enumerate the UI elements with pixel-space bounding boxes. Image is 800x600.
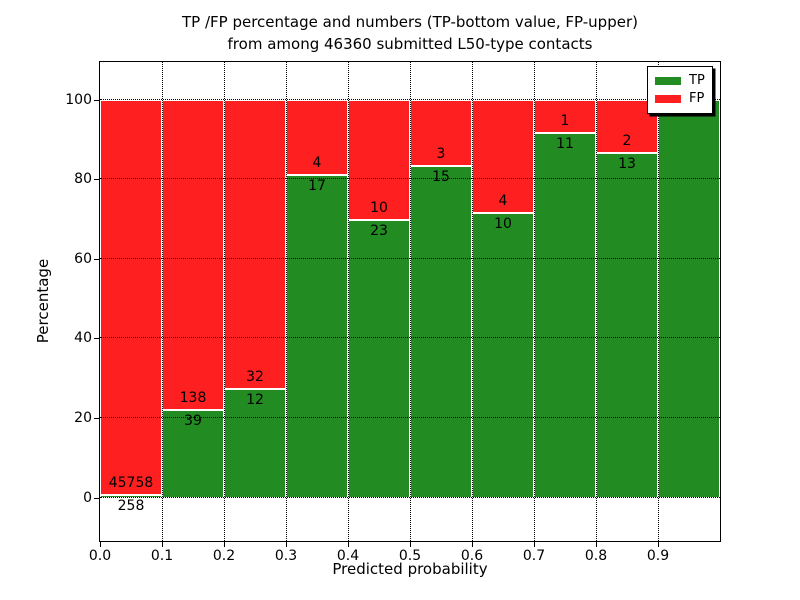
grid-line-vertical (472, 62, 473, 541)
grid-line-vertical (162, 62, 163, 541)
fp-count-label: 1 (560, 112, 570, 129)
fp-bar (162, 99, 224, 410)
fp-legend-label: FP (689, 91, 705, 106)
x-tick-label: 0.1 (150, 548, 174, 564)
x-tick (410, 542, 411, 547)
tp-count-label: 12 (246, 391, 264, 408)
tp-count-label: 10 (494, 216, 512, 233)
fp-count-label: 4 (312, 155, 322, 172)
tp-bar (534, 132, 596, 498)
tp-count-label: 39 (184, 412, 202, 429)
x-tick-label: 0.5 (398, 548, 422, 564)
tp-count-label: 13 (618, 155, 636, 172)
fp-count-label: 138 (179, 389, 207, 406)
tp-bar (224, 388, 286, 498)
tp-legend-swatch (655, 77, 681, 85)
tp-bar (410, 165, 472, 498)
tp-bar (162, 409, 224, 498)
y-tick-label: 100 (65, 91, 92, 108)
legend: TP FP (647, 66, 713, 114)
x-axis-label: Predicted probability (332, 560, 488, 578)
tp-bar (658, 99, 720, 498)
grid-line-vertical (286, 62, 287, 541)
chart-title-line2: from among 46360 submitted L50-type cont… (227, 35, 593, 53)
x-tick (658, 542, 659, 547)
fp-count-label: 4 (498, 193, 508, 210)
grid-line-vertical (534, 62, 535, 541)
plot-area: 45758258138393212417102331541011121310 (99, 61, 721, 542)
grid-line-vertical (596, 62, 597, 541)
fp-count-label: 3 (436, 145, 446, 162)
tp-bar (596, 152, 658, 498)
x-tick (348, 542, 349, 547)
chart-title-line1: TP /FP percentage and numbers (TP-bottom… (182, 13, 638, 31)
fp-bar (100, 99, 162, 496)
x-tick-label: 0.0 (88, 548, 112, 564)
fp-count-label: 2 (622, 132, 632, 149)
y-tick (94, 179, 99, 181)
y-tick (94, 258, 99, 260)
grid-line-vertical (348, 62, 349, 541)
x-tick (100, 542, 101, 547)
y-tick-label: 40 (74, 330, 92, 347)
fp-count-label: 10 (370, 200, 388, 217)
y-tick (94, 99, 99, 101)
tp-count-label: 258 (117, 498, 145, 515)
grid-line-vertical (410, 62, 411, 541)
y-tick-label: 20 (74, 409, 92, 426)
tp-count-label: 15 (432, 168, 450, 185)
fp-bar (286, 99, 348, 176)
tp-count-label: 17 (308, 178, 326, 195)
x-tick (534, 542, 535, 547)
x-tick-label: 0.9 (646, 548, 670, 564)
x-tick (224, 542, 225, 547)
tp-legend-label: TP (689, 73, 705, 88)
y-tick (94, 497, 99, 499)
fp-bar (224, 99, 286, 389)
y-tick (94, 338, 99, 340)
y-tick (94, 417, 99, 419)
fp-legend-swatch (655, 95, 681, 103)
x-tick-label: 0.3 (274, 548, 298, 564)
y-tick-label: 80 (74, 171, 92, 188)
x-tick (286, 542, 287, 547)
x-tick-label: 0.2 (212, 548, 236, 564)
x-tick-label: 0.6 (460, 548, 484, 564)
grid-line-vertical (224, 62, 225, 541)
tp-bar (348, 220, 410, 498)
fp-count-label: 32 (246, 368, 264, 385)
y-tick-label: 0 (83, 489, 92, 506)
y-axis-label: Percentage (34, 258, 52, 344)
y-tick-label: 60 (74, 250, 92, 267)
chart-title: TP /FP percentage and numbers (TP-bottom… (90, 11, 730, 55)
x-tick (472, 542, 473, 547)
x-tick (162, 542, 163, 547)
tp-count-label: 23 (370, 223, 388, 240)
tp-bar (286, 175, 348, 498)
legend-item-tp: TP (655, 72, 705, 90)
x-tick-label: 0.4 (336, 548, 360, 564)
fp-bar (410, 99, 472, 166)
tp-count-label: 11 (556, 135, 574, 152)
fp-count-label: 45758 (108, 475, 154, 492)
grid-line-vertical (658, 62, 659, 541)
x-tick-label: 0.7 (522, 548, 546, 564)
tp-bar (472, 213, 534, 498)
x-tick-label: 0.8 (584, 548, 608, 564)
x-tick (596, 542, 597, 547)
legend-item-fp: FP (655, 90, 705, 108)
